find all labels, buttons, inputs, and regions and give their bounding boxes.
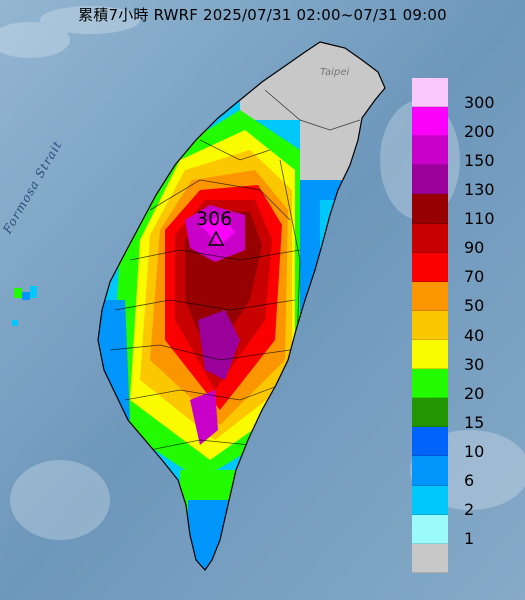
penghu-islands [12,286,37,326]
legend-label: 70 [464,267,485,287]
map-title: 累積7小時 RWRF 2025/07/31 02:00~07/31 09:00 [78,6,447,24]
peak-marker-icon [207,230,225,246]
legend-label: 15 [464,412,485,432]
legend-label: 110 [464,209,495,229]
legend-swatch [412,398,448,428]
legend-swatch [412,223,448,253]
legend-swatch [412,136,448,166]
legend-swatch [412,427,448,457]
legend-swatch [412,514,448,544]
legend-swatch [412,310,448,340]
legend-label: 30 [464,354,485,374]
island-outline [97,41,386,571]
legend-swatch [412,165,448,195]
legend-swatch [412,107,448,137]
legend-label: 300 [464,92,495,112]
legend-label: 150 [464,150,495,170]
legend-label: 130 [464,179,495,199]
legend-swatch [412,543,448,573]
legend-label: 10 [464,441,485,461]
legend-swatch [412,281,448,311]
legend-label: 20 [464,383,485,403]
legend-label: 2 [464,500,475,520]
legend-label: 6 [464,471,475,491]
legend-label: 200 [464,121,495,141]
legend-swatch [412,456,448,486]
legend-swatch [412,339,448,370]
legend-label: 90 [464,238,485,258]
legend: 300 200 150 130 110 90 70 50 40 30 20 15 10 6 2 1 [412,78,502,573]
city-label: Taipei [320,67,350,78]
legend-swatch [412,485,448,515]
legend-swatch [412,252,448,282]
peak-value: 306 [196,208,233,230]
legend-swatch [412,78,448,108]
legend-label: 1 [464,529,475,549]
legend-swatch [412,369,448,399]
legend-swatch [412,194,448,224]
legend-swatches [412,78,448,573]
legend-label: 40 [464,325,485,345]
legend-label: 50 [464,296,485,316]
